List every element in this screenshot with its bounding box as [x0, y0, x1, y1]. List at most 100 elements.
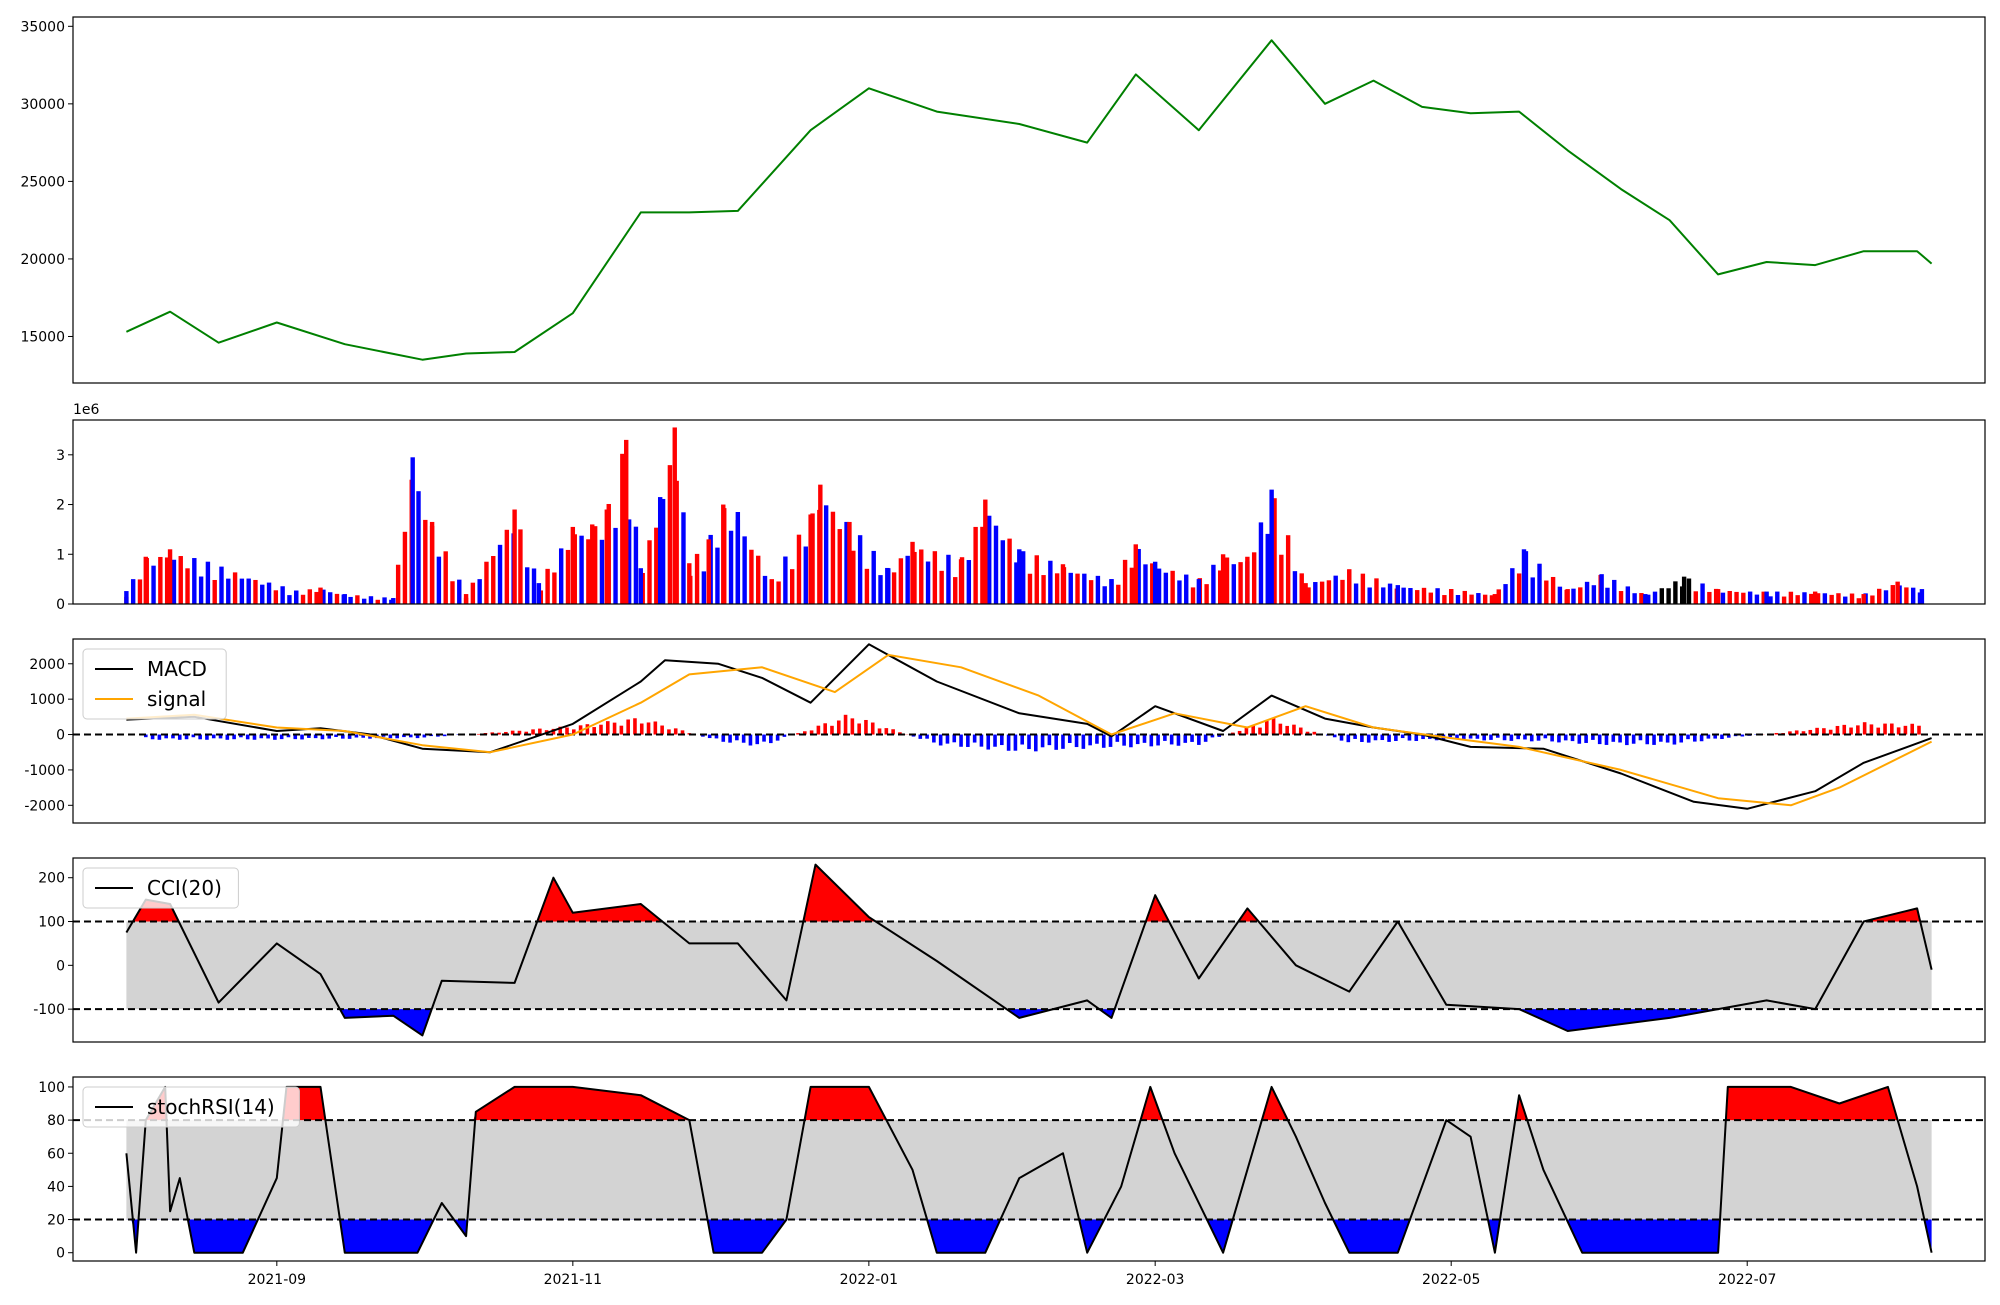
y-tick-label: 20: [47, 1213, 65, 1229]
volume-bar: [624, 440, 628, 604]
macd-histogram-bar: [1679, 735, 1683, 743]
volume-bar: [1619, 591, 1623, 604]
volume-bar: [831, 512, 835, 604]
macd-histogram-bar: [599, 725, 603, 735]
volume-bar: [294, 591, 298, 604]
macd-histogram-bar: [1102, 735, 1106, 748]
volume-bar: [1728, 591, 1732, 604]
volume-bar: [613, 528, 617, 604]
macd-histogram-bar: [1897, 727, 1901, 734]
volume-bar: [1367, 587, 1371, 604]
volume-bar: [1734, 592, 1738, 604]
volume-bar: [199, 577, 203, 604]
volume-bar: [1682, 577, 1686, 604]
volume-bar: [1252, 552, 1256, 604]
macd-histogram-bar: [1313, 732, 1317, 735]
y-tick-label: 15000: [20, 329, 65, 345]
macd-histogram-bar: [1387, 735, 1391, 742]
macd-histogram-bar: [1659, 735, 1663, 742]
volume-bar: [634, 527, 638, 604]
volume-bar: [1143, 564, 1147, 604]
volume-bar: [1768, 596, 1772, 604]
macd-histogram-bar: [1347, 735, 1351, 743]
volume-bar: [1920, 589, 1924, 604]
volume-bar: [518, 529, 522, 604]
macd-histogram-bar: [1027, 735, 1031, 750]
macd-histogram-bar: [1618, 735, 1622, 743]
volume-bar: [192, 558, 196, 604]
volume-bar: [566, 550, 570, 604]
volume-bar: [318, 588, 322, 604]
macd-histogram-bar: [1666, 735, 1670, 743]
volume-bar: [1021, 551, 1025, 604]
macd-histogram-bar: [755, 735, 759, 745]
volume-bar: [647, 540, 651, 604]
volume-bar: [1238, 562, 1242, 604]
volume-bar: [168, 549, 172, 604]
volume-bar: [1381, 587, 1385, 604]
y-tick-label: -2000: [24, 798, 65, 814]
volume-bar: [1850, 594, 1854, 604]
volume-bar: [695, 554, 699, 604]
volume-bar: [994, 526, 998, 604]
volume-bar: [1565, 589, 1569, 604]
macd-histogram-bar: [986, 735, 990, 750]
macd-histogram-bar: [1265, 721, 1269, 735]
macd-histogram-bar: [1367, 735, 1371, 743]
macd-histogram-bar: [959, 735, 963, 747]
macd-histogram-bar: [1829, 730, 1833, 735]
x-tick-label: 2022-05: [1422, 1272, 1481, 1288]
volume-bar: [1028, 574, 1032, 604]
macd-histogram-bar: [1836, 726, 1840, 735]
volume-bar: [348, 597, 352, 604]
volume-bar: [967, 560, 971, 604]
volume-bar: [1170, 571, 1174, 604]
volume-bar: [721, 505, 725, 604]
volume-bar: [586, 539, 590, 604]
macd-histogram-bar: [1842, 725, 1846, 735]
volume-bar: [776, 581, 780, 604]
volume-bar: [1269, 490, 1273, 604]
volume-bar: [1035, 555, 1039, 604]
macd-histogram-bar: [300, 735, 304, 740]
macd-histogram-bar: [980, 735, 984, 747]
volume-bar: [396, 565, 400, 604]
volume-bar: [1435, 588, 1439, 604]
volume-bar: [1829, 595, 1833, 604]
y-tick-label: 0: [56, 1246, 65, 1262]
volume-bar: [1211, 565, 1215, 604]
volume-bar: [1522, 549, 1526, 604]
y-tick-label: 0: [56, 958, 65, 974]
macd-histogram-bar: [1020, 735, 1024, 745]
volume-bar: [1354, 584, 1358, 604]
neutral-band: [126, 1120, 1931, 1219]
volume-bar: [919, 549, 923, 604]
macd-histogram-bar: [749, 735, 753, 746]
macd-histogram-bar: [531, 729, 535, 734]
y-tick-label: 0: [56, 597, 65, 613]
volume-bar: [1442, 595, 1446, 604]
volume-bar: [206, 562, 210, 604]
volume-bar: [1741, 593, 1745, 604]
volume-bar: [1795, 595, 1799, 604]
neutral-band: [126, 922, 1931, 1010]
volume-bar: [797, 535, 801, 604]
volume-bar: [838, 529, 842, 604]
macd-histogram-bar: [1197, 735, 1201, 745]
volume-bar: [756, 556, 760, 604]
volume-bar: [1809, 594, 1813, 604]
volume-bar: [1333, 576, 1337, 604]
legend-label: CCI(20): [147, 876, 222, 900]
volume-bar: [213, 580, 217, 604]
macd-histogram-bar: [1149, 735, 1153, 747]
volume-bar: [1694, 591, 1698, 604]
volume-bar: [240, 579, 244, 604]
volume-bar: [1469, 595, 1473, 604]
macd-histogram-bar: [212, 735, 216, 739]
volume-bar: [457, 580, 461, 604]
volume-bar: [1116, 585, 1120, 604]
volume-bar: [233, 572, 237, 604]
volume-bar: [1191, 587, 1195, 604]
volume-bar: [545, 569, 549, 604]
macd-histogram-bar: [1143, 735, 1147, 743]
